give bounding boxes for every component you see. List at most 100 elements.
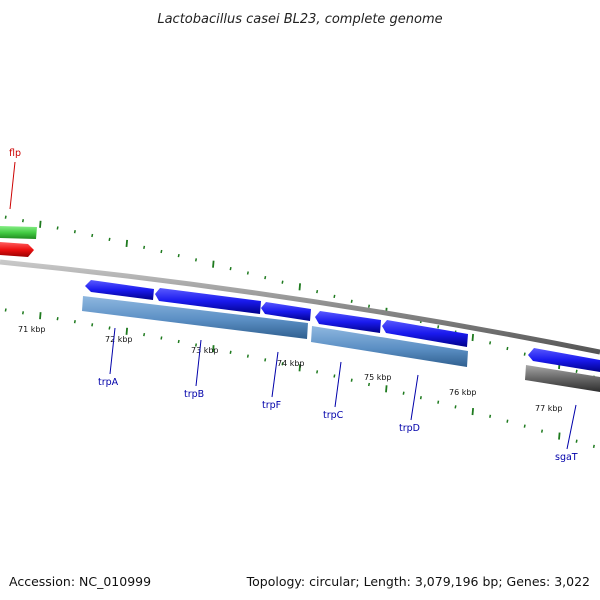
trpB-leader-line [195, 339, 202, 387]
inner-tick [229, 350, 232, 354]
gene-label-trpF[interactable]: trpF [262, 400, 281, 411]
inner-tick [39, 312, 42, 320]
outer-tick [471, 333, 474, 342]
kbp-label-71: 71 kbp [18, 325, 46, 334]
outer-tick [264, 275, 267, 280]
outer-tick [298, 283, 301, 291]
genome-backbone [0, 259, 600, 355]
inner-tick [194, 343, 198, 347]
inner-tick [489, 414, 492, 418]
outer-tick [506, 346, 509, 351]
trpA-gene-arrow[interactable] [85, 280, 154, 300]
outer-tick [73, 230, 76, 234]
outer-tick [194, 258, 198, 262]
outer-tick [367, 304, 371, 308]
outer-tick [333, 294, 336, 299]
outer-tick [246, 271, 249, 275]
outer-tick [160, 249, 163, 254]
outer-tick [143, 245, 146, 250]
red-gene-arrow[interactable] [0, 242, 34, 257]
trpB-gene-arrow[interactable] [155, 288, 261, 314]
kbp-label-72: 72 kbp [105, 335, 133, 344]
outer-tick [437, 325, 440, 329]
inner-tick [21, 311, 25, 315]
kbp-label-76: 76 kbp [449, 388, 477, 397]
outer-tick [229, 266, 232, 271]
trpD-gene-arrow[interactable] [382, 320, 468, 347]
inner-tick [246, 354, 249, 358]
inner-tick [419, 396, 422, 400]
inner-tick [4, 308, 7, 312]
outer-tick [39, 220, 42, 228]
outer-tick [212, 260, 215, 268]
flp-gene-arrow[interactable] [0, 226, 37, 239]
kbp-label-74: 74 kbp [277, 359, 305, 368]
inner-tick [506, 419, 509, 423]
gene-label-flp[interactable]: flp [9, 148, 21, 159]
gray-feature-bar[interactable] [525, 365, 600, 392]
inner-tick [264, 358, 267, 362]
trpF-gene-arrow[interactable] [261, 302, 311, 321]
inner-tick [558, 432, 561, 440]
operon-bar-2[interactable] [311, 326, 468, 367]
outer-tick [108, 237, 111, 242]
inner-tick [56, 317, 59, 321]
outer-tick [21, 219, 25, 223]
inner-tick [160, 336, 163, 340]
gene-label-trpD[interactable]: trpD [399, 423, 420, 434]
outer-tick [316, 289, 319, 294]
inner-tick [177, 339, 180, 344]
gene-label-trpB[interactable]: trpB [184, 389, 204, 400]
trpC-gene-arrow[interactable] [315, 311, 381, 333]
trpA-leader-line [109, 327, 116, 375]
inner-tick [385, 385, 388, 393]
inner-tick [471, 408, 474, 416]
outer-tick [523, 352, 526, 356]
sgaT-gene-arrow[interactable] [528, 348, 600, 372]
outer-tick [4, 215, 7, 219]
inner-tick [575, 439, 578, 443]
outer-tick [177, 253, 180, 258]
inner-tick [125, 327, 128, 335]
outer-tick [350, 299, 353, 303]
kbp-label-77: 77 kbp [535, 404, 563, 413]
sgaT-leader-line [566, 404, 577, 450]
inner-tick [316, 370, 319, 374]
kbp-label-73: 73 kbp [191, 346, 219, 355]
inner-tick [454, 405, 457, 409]
outer-tick [56, 226, 59, 230]
inner-tick [298, 364, 301, 372]
outer-tick [489, 341, 492, 345]
genome-title: Lactobacillus casei BL23, complete genom… [157, 12, 442, 27]
inner-tick [73, 320, 76, 324]
outer-tick [281, 280, 284, 284]
inner-tick [143, 332, 146, 337]
gene-label-sgaT[interactable]: sgaT [555, 452, 578, 463]
outer-tick [575, 369, 578, 373]
inner-tick [523, 424, 526, 428]
inner-tick [592, 444, 595, 449]
inner-tick [437, 400, 440, 404]
trpC-leader-line [334, 361, 342, 408]
outer-tick [125, 239, 128, 247]
accession-text: Accession: NC_010999 [9, 574, 151, 589]
inner-tick [367, 382, 371, 387]
inner-tick [108, 326, 111, 330]
gene-label-trpC[interactable]: trpC [323, 410, 344, 421]
inner-tick [333, 374, 336, 378]
operon-bar-1[interactable] [82, 296, 308, 339]
trpD-leader-line [410, 374, 419, 421]
inner-tick-marks [4, 308, 595, 449]
kbp-label-75: 75 kbp [364, 373, 392, 382]
trpF-leader-line [271, 351, 279, 398]
flp-leader-line [9, 161, 16, 210]
inner-tick [350, 378, 353, 382]
gene-label-trpA[interactable]: trpA [98, 377, 119, 388]
inner-tick [281, 362, 284, 366]
inner-tick [91, 323, 94, 327]
outer-tick [91, 233, 94, 238]
inner-tick [540, 429, 544, 433]
genome-summary-text: Topology: circular; Length: 3,079,196 bp… [246, 574, 590, 589]
inner-tick [402, 391, 405, 395]
